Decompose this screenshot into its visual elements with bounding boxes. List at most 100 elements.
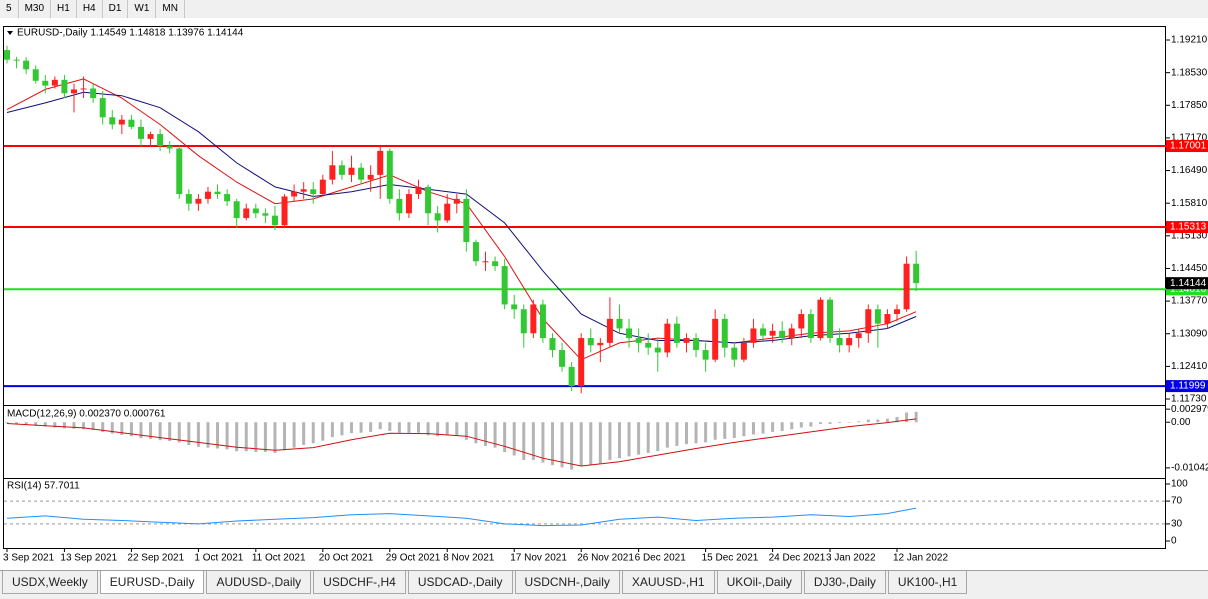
macd-bar (216, 422, 220, 449)
candle-body (817, 299, 824, 339)
timeframe-button[interactable]: H4 (77, 0, 103, 18)
macd-bar (866, 419, 870, 423)
chart-background (0, 18, 1208, 570)
x-tick-label: 8 Nov 2021 (443, 553, 495, 564)
macd-bar (244, 422, 248, 452)
x-tick-label: 24 Dec 2021 (769, 553, 826, 564)
candle-body (4, 50, 10, 60)
timeframe-button[interactable]: 5 (0, 0, 19, 18)
timeframe-button[interactable]: MN (156, 0, 185, 18)
candle-body (846, 338, 853, 346)
candle-body (903, 263, 910, 310)
candle-body (894, 309, 901, 315)
candle-body (606, 318, 613, 343)
symbol-tab[interactable]: UK100-,H1 (887, 571, 968, 594)
candle-body (760, 328, 767, 336)
candle-body (147, 134, 154, 139)
macd-bar (254, 422, 258, 453)
macd-bar (53, 422, 57, 428)
macd-bar (589, 422, 593, 466)
y-tick-label: 1.13770 (1171, 296, 1208, 307)
candle-body (913, 263, 920, 284)
candle-body (252, 208, 259, 214)
candle-body (712, 318, 719, 360)
symbol-tab[interactable]: EURUSD-,Daily (99, 571, 205, 594)
y-tick-label: 1.16490 (1171, 165, 1208, 176)
candle-body (70, 89, 77, 94)
y-tick-label: 1.19210 (1171, 35, 1208, 46)
candle-body (827, 299, 834, 339)
macd-bar (713, 422, 717, 440)
candle-body (42, 80, 49, 86)
candle-body (358, 167, 365, 180)
candle-body (109, 117, 116, 125)
x-tick-label: 13 Sep 2021 (60, 553, 117, 564)
macd-bar (723, 422, 727, 439)
menu-arrow[interactable] (7, 31, 13, 35)
macd-bar (704, 422, 708, 443)
x-tick-label: 22 Sep 2021 (127, 553, 184, 564)
symbol-tab[interactable]: USDCAD-,Daily (407, 571, 513, 594)
candle-body (166, 146, 173, 149)
candle-body (874, 309, 881, 324)
macd-bar (24, 422, 28, 425)
candle-body (233, 201, 240, 219)
macd-bar (321, 422, 325, 441)
timeframe-button[interactable]: M30 (19, 0, 52, 18)
candle-body (137, 126, 144, 139)
candle-body (463, 198, 470, 243)
candle-body (291, 191, 298, 197)
candle-body (329, 165, 336, 180)
x-tick-label: 11 Oct 2021 (252, 553, 306, 564)
candle-body (740, 342, 747, 360)
level-label: 1.15313 (1170, 222, 1207, 233)
macd-bar (665, 422, 669, 448)
x-tick-label: 15 Dec 2021 (702, 553, 759, 564)
candle-body (654, 347, 661, 353)
candle-body (501, 266, 508, 305)
candle-body (80, 88, 87, 90)
y-tick-label: 0.00 (1171, 417, 1191, 428)
timeframe-button[interactable]: D1 (103, 0, 129, 18)
macd-bar (579, 422, 583, 467)
symbol-tab[interactable]: USDCNH-,Daily (514, 571, 620, 594)
symbol-tab[interactable]: USDCHF-,H4 (313, 571, 406, 594)
candle-body (348, 167, 355, 175)
macd-bar (283, 422, 287, 451)
symbol-tab[interactable]: DJ30-,Daily (803, 571, 886, 594)
current-price-box (1166, 277, 1208, 290)
chart-title: EURUSD-,Daily 1.14549 1.14818 1.13976 1.… (17, 28, 244, 39)
macd-bar (818, 422, 822, 424)
timeframe-button[interactable]: H1 (51, 0, 77, 18)
candle-body (415, 186, 422, 195)
macd-bar (206, 422, 210, 448)
macd-bar (531, 422, 535, 460)
level-label: 1.11999 (1170, 381, 1206, 392)
symbol-tab[interactable]: UKOil-,Daily (716, 571, 802, 594)
macd-bar (330, 422, 334, 438)
level-label-box (1166, 221, 1208, 234)
macd-bar (656, 422, 660, 452)
candle-body (836, 338, 843, 346)
y-tick-label: 0 (1171, 536, 1177, 547)
candle-body (224, 194, 231, 202)
macd-bar (780, 422, 784, 431)
macd-bar (474, 422, 478, 444)
candle-body (32, 69, 39, 81)
candle-body (568, 366, 575, 387)
timeframe-button[interactable]: W1 (128, 0, 157, 18)
candle-body (798, 314, 805, 329)
macd-bar (484, 422, 487, 446)
macd-bar (503, 422, 507, 453)
y-tick-label: 0.002979 (1171, 404, 1208, 415)
symbol-tab[interactable]: AUDUSD-,Daily (206, 571, 312, 594)
candle-body (779, 330, 786, 339)
candle-body (731, 347, 738, 360)
symbol-tab[interactable]: XAUUSD-,H1 (621, 571, 715, 594)
macd-bar (359, 422, 363, 433)
symbol-tab[interactable]: USDX,Weekly (2, 571, 98, 594)
macd-bar (617, 422, 621, 459)
candle-body (271, 215, 278, 226)
candle-body (434, 213, 441, 221)
